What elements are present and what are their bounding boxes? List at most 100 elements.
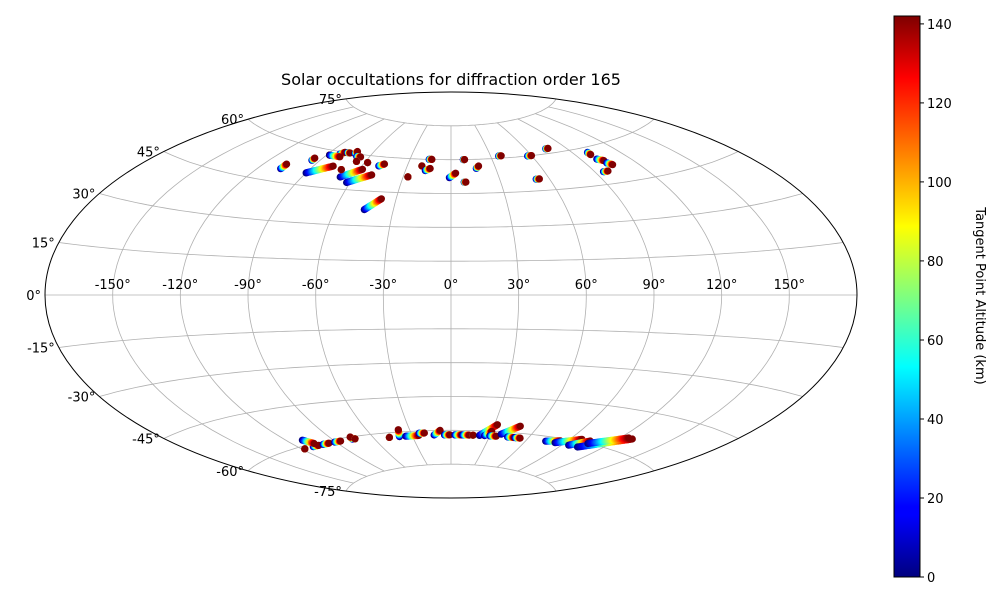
data-point bbox=[493, 421, 501, 429]
data-point bbox=[609, 161, 617, 169]
occultation-track bbox=[511, 434, 524, 442]
parallel-line bbox=[247, 118, 655, 161]
occultation-track bbox=[326, 151, 344, 161]
longitude-tick-labels: -150° -120° -90° -60° -30° 0° 30° 60° 90° 120° 150… bbox=[95, 278, 805, 293]
occultation-track bbox=[360, 195, 385, 214]
data-point bbox=[469, 431, 477, 439]
latitude-tick-label: -60° bbox=[216, 465, 244, 480]
latitude-tick-label: 30° bbox=[72, 188, 95, 203]
occultation-track bbox=[593, 155, 608, 165]
occultation-track bbox=[351, 435, 359, 443]
data-point bbox=[625, 434, 633, 442]
longitude-tick-label: 30° bbox=[507, 278, 530, 293]
latitude-tick-label: 75° bbox=[319, 93, 342, 108]
longitude-tick-label: 150° bbox=[774, 278, 805, 293]
data-point bbox=[337, 166, 345, 174]
parallel-line bbox=[345, 463, 557, 492]
colorbar-ticks: 0 20 40 60 80 100 120 140 bbox=[920, 18, 952, 586]
occultation-track bbox=[486, 432, 500, 440]
longitude-tick-label: 120° bbox=[706, 278, 737, 293]
chart-title: Solar occultations for diffraction order… bbox=[281, 70, 621, 89]
occultation-track bbox=[584, 434, 633, 448]
longitude-tick-label: 60° bbox=[575, 278, 598, 293]
parallel-line bbox=[99, 193, 803, 228]
occultation-track bbox=[418, 162, 426, 170]
latitude-tick-labels: 75° 60° 45° 30° 15° 0° -15° -30° -45° -60° -75° bbox=[26, 93, 342, 500]
latitude-tick-label: -75° bbox=[314, 485, 342, 500]
parallel-line bbox=[163, 151, 739, 194]
data-point bbox=[462, 178, 470, 186]
longitude-tick-label: -30° bbox=[369, 278, 397, 293]
parallel-line bbox=[58, 242, 844, 262]
data-point bbox=[436, 426, 444, 434]
occultation-track bbox=[415, 429, 428, 437]
occultation-track bbox=[404, 173, 412, 181]
occultation-track bbox=[542, 144, 552, 153]
latitude-tick-label: -15° bbox=[27, 342, 55, 357]
colorbar-tick-label: 120 bbox=[927, 97, 952, 112]
data-point bbox=[380, 160, 389, 168]
latitude-tick-label: -45° bbox=[132, 433, 160, 448]
data-point bbox=[329, 162, 337, 170]
data-point bbox=[587, 151, 595, 159]
occultation-track bbox=[337, 166, 345, 174]
data-points bbox=[277, 144, 636, 453]
colorbar-tick-label: 100 bbox=[927, 176, 952, 191]
occultation-track bbox=[532, 175, 544, 183]
occultation-track bbox=[308, 154, 319, 164]
longitude-tick-label: -150° bbox=[95, 278, 131, 293]
latitude-tick-label: 60° bbox=[221, 113, 244, 128]
data-point bbox=[475, 162, 483, 170]
occultation-track bbox=[524, 152, 536, 160]
data-point bbox=[301, 445, 309, 453]
colorbar-label: Tangent Point Altitude (km) bbox=[972, 206, 987, 384]
occultation-track bbox=[331, 437, 345, 446]
longitude-tick-label: 90° bbox=[642, 278, 665, 293]
data-point bbox=[394, 426, 402, 434]
parallel-line bbox=[247, 429, 655, 472]
data-point bbox=[426, 164, 434, 173]
occultation-track bbox=[445, 169, 460, 182]
map-boundary bbox=[44, 91, 858, 499]
colorbar-tick-label: 80 bbox=[927, 255, 944, 270]
occultation-track bbox=[343, 171, 376, 187]
data-point bbox=[516, 422, 524, 430]
occultation-track bbox=[460, 178, 470, 186]
occultation-track bbox=[302, 162, 337, 177]
occultation-track bbox=[459, 156, 469, 164]
occultation-track bbox=[385, 433, 393, 441]
occultation-track bbox=[352, 157, 361, 165]
data-point bbox=[358, 165, 367, 173]
colorbar-tick-label: 0 bbox=[927, 571, 935, 586]
occultation-track bbox=[421, 164, 434, 175]
latitude-tick-label: 0° bbox=[26, 289, 41, 304]
occultation-track bbox=[469, 431, 477, 439]
data-point bbox=[310, 439, 318, 448]
occultation-track bbox=[459, 431, 473, 439]
colorbar-tick-label: 60 bbox=[927, 334, 944, 349]
occultation-track bbox=[495, 152, 505, 160]
longitude-tick-label: 0° bbox=[444, 278, 459, 293]
occultation-track bbox=[336, 165, 367, 181]
occultation-track bbox=[319, 439, 333, 448]
graticule-grid bbox=[45, 98, 857, 492]
colorbar-tick-label: 140 bbox=[927, 18, 952, 33]
latitude-tick-label: 45° bbox=[137, 146, 160, 161]
data-point bbox=[377, 195, 385, 203]
latitude-tick-label: -30° bbox=[68, 391, 96, 406]
data-point bbox=[461, 156, 469, 164]
colorbar-tick-label: 40 bbox=[927, 413, 944, 428]
data-point bbox=[420, 429, 428, 437]
data-point bbox=[497, 152, 505, 160]
data-point bbox=[446, 431, 454, 439]
data-point bbox=[404, 173, 412, 181]
data-point bbox=[368, 171, 376, 179]
parallel-line bbox=[99, 362, 803, 397]
data-point bbox=[364, 159, 372, 167]
data-point bbox=[336, 153, 344, 161]
data-point bbox=[352, 157, 361, 165]
longitude-tick-label: -90° bbox=[234, 278, 262, 293]
occultation-track bbox=[375, 160, 389, 170]
occultation-track bbox=[599, 167, 612, 176]
